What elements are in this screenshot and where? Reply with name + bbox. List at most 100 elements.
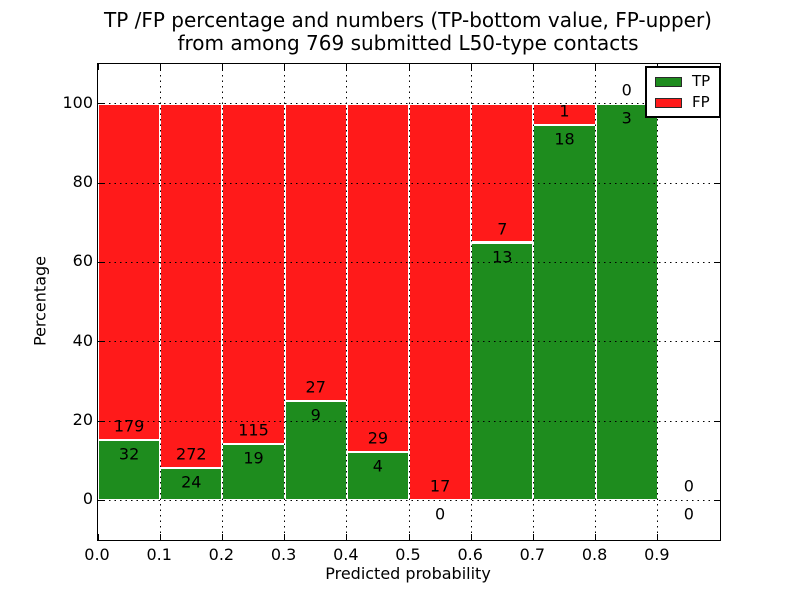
- vertical-gridline: [595, 64, 597, 540]
- x-tick-top: [284, 64, 286, 70]
- tp-bar-segment: [98, 440, 161, 501]
- tp-color-swatch-icon: [655, 76, 682, 87]
- x-tick-label: 0.6: [457, 545, 483, 564]
- y-tick-left: [98, 261, 104, 263]
- x-tick-top: [408, 64, 410, 70]
- fp-bar-segment: [98, 103, 161, 441]
- tp-bar-segment: [346, 452, 409, 501]
- fp-color-swatch-icon: [655, 97, 682, 108]
- x-tick-top: [346, 64, 348, 70]
- y-tick-left: [98, 182, 104, 184]
- x-tick-label: 0.3: [270, 545, 297, 564]
- x-tick-top: [470, 64, 472, 70]
- tp-bar-segment: [533, 124, 596, 501]
- legend: TP FP: [645, 66, 722, 118]
- y-tick-label: 60: [72, 251, 93, 271]
- fp-count-label: 0: [621, 80, 632, 100]
- y-tick-label: 80: [72, 172, 93, 191]
- tp-count-label: 0: [683, 504, 694, 524]
- fp-bar-segment: [471, 103, 534, 243]
- tp-count-label: 24: [181, 472, 202, 492]
- x-tick-label: 0.2: [208, 545, 235, 564]
- y-tick-right: [714, 499, 720, 501]
- y-tick-label: 40: [72, 330, 93, 350]
- fp-count-label: 272: [176, 444, 207, 464]
- x-tick-bottom: [470, 534, 472, 540]
- x-tick-label: 0.8: [581, 545, 608, 564]
- x-tick-label: 0.7: [519, 545, 546, 564]
- x-axis-label: Predicted probability: [325, 564, 491, 583]
- tp-count-label: 4: [372, 456, 383, 476]
- tp-bar-segment: [222, 444, 285, 501]
- legend-entry-tp: TP: [655, 74, 710, 89]
- fp-count-label: 115: [238, 420, 269, 440]
- tp-bar-segment: [595, 103, 658, 501]
- vertical-gridline: [470, 64, 472, 540]
- fp-count-label: 7: [497, 219, 508, 238]
- vertical-gridline: [408, 64, 410, 540]
- vertical-gridline: [284, 64, 286, 540]
- fp-bar-segment: [284, 103, 347, 402]
- x-tick-bottom: [284, 534, 286, 540]
- chart-title-line1: TP /FP percentage and numbers (TP-bottom…: [104, 8, 712, 32]
- y-tick-label: 20: [72, 410, 93, 429]
- x-tick-label: 0.5: [395, 545, 421, 564]
- legend-label-tp: TP: [692, 72, 711, 90]
- vertical-gridline: [221, 64, 223, 540]
- y-tick-right: [714, 341, 720, 343]
- fp-count-label: 17: [429, 476, 451, 496]
- fp-count-label: 0: [683, 476, 694, 496]
- x-tick-top: [532, 64, 534, 70]
- x-tick-label: 0.1: [146, 545, 172, 564]
- fp-count-label: 179: [113, 416, 145, 436]
- y-tick-left: [98, 341, 104, 343]
- y-tick-right: [714, 182, 720, 184]
- y-tick-left: [98, 499, 104, 501]
- x-tick-label: 0.9: [644, 545, 670, 564]
- tp-count-label: 19: [243, 448, 264, 468]
- x-tick-bottom: [532, 534, 534, 540]
- fp-bar-segment: [160, 103, 223, 469]
- x-tick-bottom: [159, 534, 161, 540]
- fp-count-label: 27: [305, 377, 326, 397]
- y-tick-label: 100: [62, 92, 93, 112]
- fp-bar-segment: [346, 103, 409, 453]
- x-tick-top: [595, 64, 597, 70]
- tp-count-label: 18: [554, 129, 575, 149]
- tp-count-label: 0: [435, 504, 446, 524]
- vertical-gridline: [657, 64, 659, 540]
- legend-label-fp: FP: [692, 93, 710, 111]
- vertical-gridline: [159, 64, 161, 540]
- tp-bar-segment: [284, 401, 347, 501]
- y-tick-left: [98, 420, 104, 422]
- chart-title-line2: from among 769 submitted L50-type contac…: [177, 31, 639, 55]
- y-tick-right: [714, 420, 720, 422]
- x-tick-bottom: [346, 534, 348, 540]
- tp-count-label: 9: [310, 405, 321, 425]
- x-tick-top: [159, 64, 161, 70]
- vertical-gridline: [346, 64, 348, 540]
- fp-count-label: 1: [559, 101, 570, 121]
- x-tick-bottom: [595, 534, 597, 540]
- x-tick-bottom: [408, 534, 410, 540]
- y-tick-left: [98, 103, 104, 105]
- x-tick-bottom: [221, 534, 223, 540]
- plot-area: 179 32 272 24 115 19 27 9 29 4 17 0 7 13 1 18 0 3 0 0: [97, 63, 721, 541]
- x-tick-bottom: [97, 534, 99, 540]
- legend-entry-fp: FP: [655, 95, 710, 110]
- x-tick-top: [97, 64, 99, 70]
- y-tick-label: 0: [82, 489, 93, 509]
- tp-bar-segment: [160, 468, 223, 501]
- x-tick-bottom: [657, 534, 659, 540]
- vertical-gridline: [532, 64, 534, 540]
- chart-title: TP /FP percentage and numbers (TP-bottom…: [97, 9, 719, 55]
- fp-bar-segment: [409, 103, 472, 501]
- tp-count-label: 3: [621, 108, 632, 128]
- tp-count-label: 13: [492, 247, 513, 266]
- fp-bar-segment: [222, 103, 285, 445]
- tp-count-label: 32: [118, 444, 140, 464]
- x-tick-label: 0.4: [333, 545, 359, 564]
- x-tick-label: 0.0: [84, 545, 110, 564]
- x-tick-top: [221, 64, 223, 70]
